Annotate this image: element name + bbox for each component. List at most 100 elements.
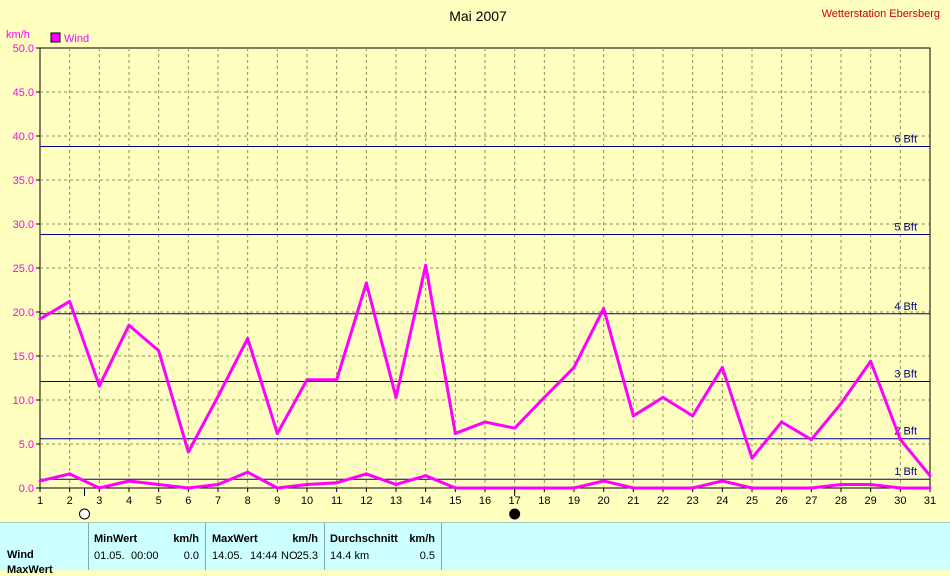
max-time: 14:44 (250, 550, 278, 562)
y-tick-label: 50.0 (13, 43, 34, 55)
data-point (216, 394, 220, 398)
data-point (364, 281, 368, 285)
max-direction: NO (281, 550, 298, 562)
y-tick-label: 40.0 (13, 131, 34, 143)
x-tick-label: 21 (627, 495, 639, 507)
data-point (127, 479, 131, 483)
y-tick-label: 30.0 (13, 219, 34, 231)
stats-panel: Wind MaxWert MinWert km/h 01.05. 00:00 0… (0, 522, 950, 576)
x-tick-label: 2 (67, 495, 73, 507)
beaufort-label: 5 Bft (894, 222, 917, 234)
x-tick-label: 9 (274, 495, 280, 507)
data-point (275, 431, 279, 435)
data-point (246, 470, 250, 474)
data-point (453, 431, 457, 435)
x-tick-label: 7 (215, 495, 221, 507)
stats-min-column: MinWert km/h 01.05. 00:00 0.0 (89, 523, 206, 570)
x-tick-label: 25 (746, 495, 758, 507)
data-point (750, 456, 754, 460)
beaufort-label: 6 Bft (894, 134, 917, 146)
chart-title: Mai 2007 (449, 8, 507, 24)
beaufort-label: 3 Bft (894, 369, 917, 381)
data-point (542, 395, 546, 399)
data-point (186, 450, 190, 454)
data-point (127, 323, 131, 327)
data-point (246, 336, 250, 340)
stats-avg-column: Durchschnitt km/h 14.4 km 0.5 (325, 523, 442, 570)
data-point (602, 479, 606, 483)
x-tick-label: 16 (479, 495, 491, 507)
avg-run: 14.4 km (330, 550, 370, 562)
x-tick-label: 13 (390, 495, 402, 507)
x-tick-label: 30 (894, 495, 906, 507)
data-point (335, 481, 339, 485)
y-tick-label: 45.0 (13, 87, 34, 99)
data-point (869, 482, 873, 486)
data-point (216, 482, 220, 486)
data-point (809, 486, 813, 490)
data-point (68, 472, 72, 476)
data-point (661, 486, 665, 490)
data-point (780, 420, 784, 424)
data-point (186, 486, 190, 490)
data-point (691, 486, 695, 490)
data-point (720, 479, 724, 483)
x-tick-label: 15 (449, 495, 461, 507)
data-point (38, 317, 42, 321)
data-point (572, 486, 576, 490)
data-point (780, 486, 784, 490)
stats-col-spacer (0, 523, 89, 570)
x-tick-label: 1 (37, 495, 43, 507)
avg-value: 0.5 (419, 550, 435, 562)
y-tick-label: 0.0 (19, 483, 34, 495)
x-tick-label: 12 (360, 495, 372, 507)
station-name: Wetterstation Ebersberg (822, 8, 940, 20)
data-point (809, 438, 813, 442)
min-time: 00:00 (131, 550, 159, 562)
data-point (453, 486, 457, 490)
x-tick-label: 20 (598, 495, 610, 507)
data-point (542, 486, 546, 490)
x-tick-label: 18 (538, 495, 550, 507)
data-point (513, 426, 517, 430)
data-point (631, 414, 635, 418)
y-tick-label: 15.0 (13, 351, 34, 363)
x-tick-label: 5 (156, 495, 162, 507)
data-point (424, 263, 428, 267)
plot-area: 1 2 3 4 5 6 7 8 9 10 11 12 13 14 15 16 17 18 19 20 21 22 23 24 2… (13, 43, 936, 520)
data-point (424, 474, 428, 478)
min-value: 0.0 (183, 550, 199, 562)
y-tick-label: 25.0 (13, 263, 34, 275)
x-tick-label: 4 (126, 495, 132, 507)
x-tick-label: 28 (835, 495, 847, 507)
data-point (720, 365, 724, 369)
data-point (898, 486, 902, 490)
beaufort-label: 1 Bft (894, 466, 917, 478)
x-tick-label: 19 (568, 495, 580, 507)
data-point (928, 474, 932, 478)
max-date: 14.05. (212, 550, 243, 562)
data-point (68, 299, 72, 303)
data-point (602, 306, 606, 310)
stats-row-label: Wind (7, 549, 34, 561)
max-unit: km/h (292, 533, 318, 545)
min-date: 01.05. (94, 550, 125, 562)
x-tick-label: 31 (924, 495, 936, 507)
full-moon-icon (79, 508, 90, 520)
x-tick-label: 6 (185, 495, 191, 507)
legend-label: Wind (64, 33, 89, 45)
avg-header: Durchschnitt (330, 533, 398, 545)
data-point (394, 482, 398, 486)
stats-max-column: MaxWert km/h 14.05. 14:44 NO 25.3 (206, 523, 325, 570)
data-point (898, 438, 902, 442)
max-value: 25.3 (296, 550, 318, 562)
y-tick-label: 10.0 (13, 395, 34, 407)
data-point (750, 486, 754, 490)
data-point (691, 414, 695, 418)
x-tick-label: 17 (509, 495, 521, 507)
x-tick-label: 3 (96, 495, 102, 507)
data-point (483, 486, 487, 490)
data-point (839, 482, 843, 486)
y-tick-label: 5.0 (19, 439, 34, 451)
data-point (364, 472, 368, 476)
